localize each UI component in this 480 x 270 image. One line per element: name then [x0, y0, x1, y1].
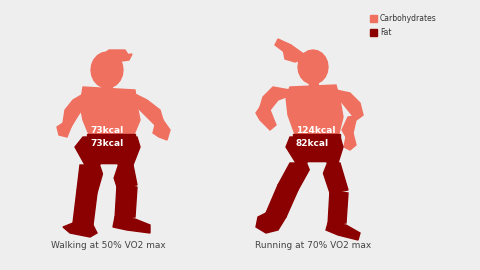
Polygon shape: [283, 45, 305, 62]
Polygon shape: [153, 120, 170, 140]
Polygon shape: [256, 107, 276, 130]
Polygon shape: [344, 133, 356, 150]
Polygon shape: [293, 134, 340, 142]
Polygon shape: [298, 50, 328, 84]
Polygon shape: [130, 93, 163, 125]
Polygon shape: [93, 50, 129, 62]
Polygon shape: [336, 90, 363, 120]
Text: Fat: Fat: [380, 28, 392, 37]
Polygon shape: [286, 85, 343, 137]
Polygon shape: [115, 185, 137, 219]
Polygon shape: [63, 93, 85, 127]
Polygon shape: [57, 123, 71, 137]
Polygon shape: [266, 185, 298, 217]
Polygon shape: [91, 52, 123, 88]
Polygon shape: [80, 87, 140, 137]
Polygon shape: [256, 213, 286, 233]
Text: Running at 70% VO2 max: Running at 70% VO2 max: [255, 241, 371, 250]
Polygon shape: [278, 163, 313, 190]
Polygon shape: [115, 54, 132, 62]
Polygon shape: [308, 163, 326, 173]
Polygon shape: [63, 223, 97, 237]
Polygon shape: [326, 223, 360, 240]
Polygon shape: [110, 165, 137, 187]
FancyBboxPatch shape: [370, 15, 377, 22]
Text: 73kcal: 73kcal: [90, 139, 123, 148]
Polygon shape: [102, 86, 113, 92]
Polygon shape: [286, 137, 343, 163]
Polygon shape: [113, 217, 150, 233]
Polygon shape: [87, 134, 135, 142]
Text: 124kcal: 124kcal: [296, 126, 336, 135]
Polygon shape: [342, 115, 363, 137]
Polygon shape: [260, 87, 290, 110]
Text: 73kcal: 73kcal: [90, 126, 123, 135]
Polygon shape: [101, 165, 117, 177]
Text: Walking at 50% VO2 max: Walking at 50% VO2 max: [50, 241, 166, 250]
Text: 82kcal: 82kcal: [296, 139, 329, 148]
Polygon shape: [77, 165, 105, 193]
Polygon shape: [73, 190, 97, 225]
Polygon shape: [275, 39, 291, 51]
Polygon shape: [75, 137, 140, 165]
Polygon shape: [309, 82, 319, 89]
FancyBboxPatch shape: [370, 29, 377, 36]
Polygon shape: [328, 190, 348, 225]
Polygon shape: [320, 163, 348, 193]
Text: Carbohydrates: Carbohydrates: [380, 14, 437, 23]
